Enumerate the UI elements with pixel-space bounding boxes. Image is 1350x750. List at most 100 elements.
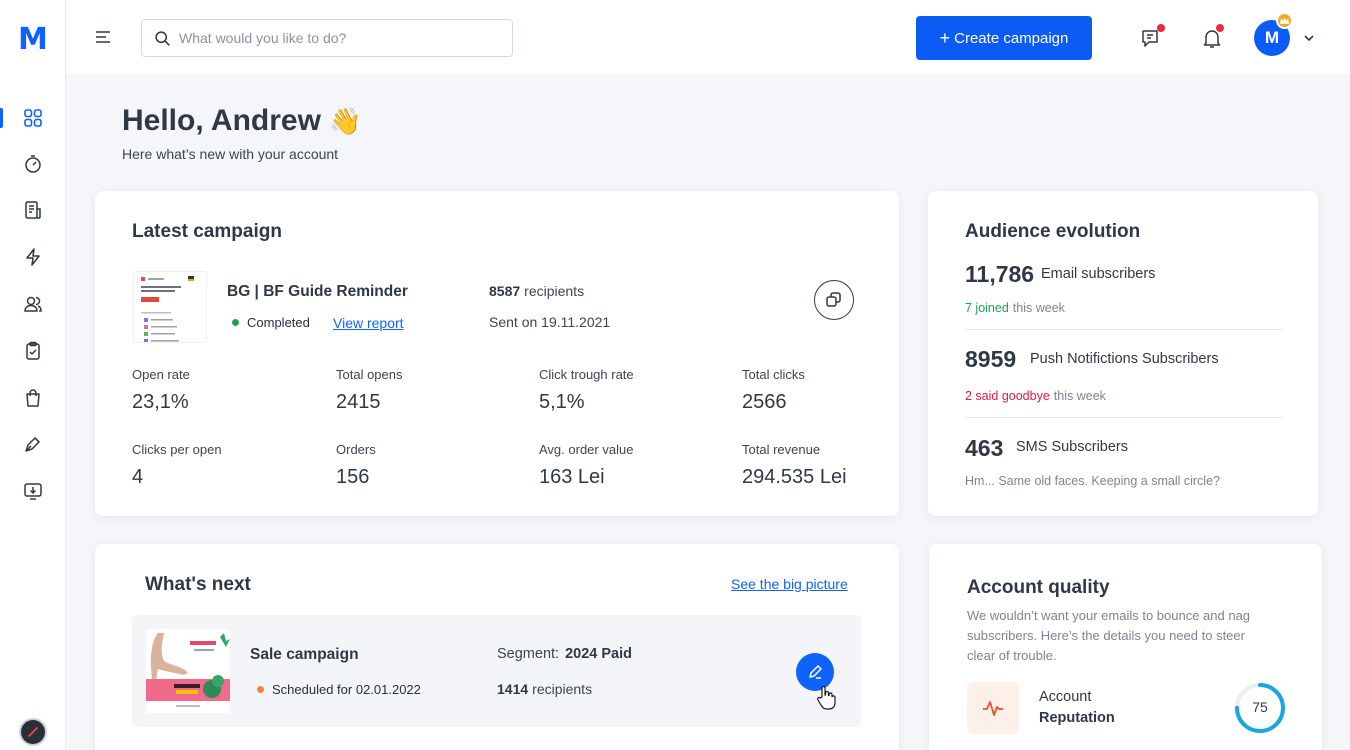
duplicate-button[interactable] [814,280,854,320]
stat-label-open-rate: Open rate [132,367,190,382]
card-title: Latest campaign [132,221,282,242]
sidebar-item-dashboard[interactable] [0,100,66,136]
whats-next-card: What's next See the big picture Sale cam… [95,544,899,750]
account-quality-description: We wouldn’t want your emails to bounce a… [967,608,1251,663]
stat-label-orders: Orders [336,442,376,457]
sale-recipients-label: recipients [532,681,593,697]
sms-subscribers-count: 463 [965,435,1004,461]
push-period: this week [1053,389,1106,403]
recipients-count: 8587 [489,283,521,299]
crown-icon [1276,12,1293,29]
sidebar-item-tasks[interactable] [0,333,66,369]
logo-letter: M [18,22,48,57]
push-change: 2 said goodbye [965,389,1050,403]
divider [965,329,1283,330]
divider [965,417,1283,418]
search-icon [155,30,170,46]
push-subscribers-count: 8959 [965,346,1017,372]
reputation-gauge [1235,683,1285,733]
notifications-badge [1216,24,1224,32]
stat-value-avg-order: 163 Lei [539,466,605,488]
dashboard-icon [24,109,42,127]
stat-value-orders: 156 [336,466,370,488]
create-campaign-label: Create campaign [954,29,1069,47]
account-quality-card: Account quality We wouldn’t want your em… [929,544,1322,750]
email-change: 7 joined [965,301,1009,315]
card-title: What's next [145,574,251,595]
sidebar-item-automations[interactable] [0,239,66,275]
audience-evolution-card: Audience evolution 11,786 Email subscrib… [928,191,1318,516]
sidebar-item-contacts[interactable] [0,286,66,322]
plus-icon: + [939,28,951,48]
segment-label: Segment: [497,646,560,662]
bell-icon[interactable] [1200,26,1224,50]
sale-recipients: 1414 recipients [497,681,592,697]
sidebar-item-design[interactable] [0,426,66,462]
stat-value-open-rate: 23,1% [132,391,189,413]
help-compass-icon[interactable] [19,718,47,746]
shopping-bag-icon [26,389,40,407]
chevron-down-icon[interactable] [1303,32,1315,44]
stat-value-clicks-per-open: 4 [132,466,144,488]
search-box[interactable] [141,19,513,57]
recipients-label: recipients [524,283,585,299]
sent-date: Sent on 19.11.2021 [489,314,611,330]
campaign-thumbnail[interactable] [133,271,207,343]
greeting-text: Hello, Andrew [122,104,321,137]
email-subscribers-count: 11,786 [965,261,1035,287]
sms-note: Hm... Same old faces. Keeping a small ci… [965,474,1220,488]
reputation-label-line1: Account [1039,689,1092,705]
stat-value-ctr: 5,1% [539,391,585,413]
status-badge: Completed [232,315,310,330]
logo[interactable]: M [18,25,48,55]
search-input[interactable] [179,30,499,46]
card-title: Audience evolution [965,221,1141,242]
stat-label-total-opens: Total opens [336,367,403,382]
status-dot [232,319,239,326]
latest-campaign-card: Latest campaign BG | BF Guide Reminder C… [95,191,899,516]
pencil-icon [809,665,822,679]
menu-icon[interactable] [94,28,112,46]
stat-value-total-opens: 2415 [336,391,381,413]
schedule-status: Scheduled for 02.01.2022 [257,682,421,697]
sidebar-item-shop[interactable] [0,380,66,416]
stat-label-total-revenue: Total revenue [742,442,821,457]
users-icon [24,296,42,312]
card-title: Account quality [967,577,1110,598]
avatar-initial: M [1264,28,1280,47]
stat-value-total-revenue: 294.535 Lei [742,466,847,488]
reputation-gauge-arc [1235,683,1285,733]
page-title: Hello, Andrew 👋 [122,104,362,138]
email-subscribers-label: Email subscribers [1041,266,1156,282]
sale-campaign-name: Sale campaign [250,646,359,663]
sidebar-item-analytics[interactable] [0,146,66,182]
waving-hand-icon: 👋 [329,106,362,136]
page-subtitle: Here what’s new with your account [122,146,339,162]
status-text: Completed [247,315,310,330]
sms-subscribers-label: SMS Subscribers [1016,439,1129,455]
document-icon [25,201,41,219]
sale-campaign-thumbnail[interactable] [146,629,230,713]
edit-button[interactable] [796,653,834,691]
messages-badge [1157,24,1165,32]
messages-icon[interactable] [1140,26,1164,50]
recipients: 8587 recipients [489,283,584,299]
stat-label-clicks-per-open: Clicks per open [132,442,222,457]
sidebar: M [0,0,66,750]
view-report-link[interactable]: View report [333,315,404,331]
sidebar-item-reports[interactable] [0,192,66,228]
sidebar-item-integrations[interactable] [0,473,66,509]
schedule-dot [257,686,264,693]
create-campaign-button[interactable]: + Create campaign [916,16,1092,60]
stat-label-avg-order: Avg. order value [539,442,634,457]
monitor-download-icon [24,483,42,500]
push-subscribers-label: Push Notifictions Subscribers [1030,351,1219,367]
lightning-icon [26,248,40,266]
see-big-picture-link[interactable]: See the big picture [731,576,848,592]
clipboard-check-icon [26,341,40,360]
pulse-icon [983,701,1003,716]
hand-cursor-icon [817,685,836,710]
stat-label-ctr: Click trough rate [539,367,634,382]
copy-icon [826,292,841,307]
scheduled-campaign-row[interactable]: Sale campaign Scheduled for 02.01.2022 S… [132,615,861,727]
